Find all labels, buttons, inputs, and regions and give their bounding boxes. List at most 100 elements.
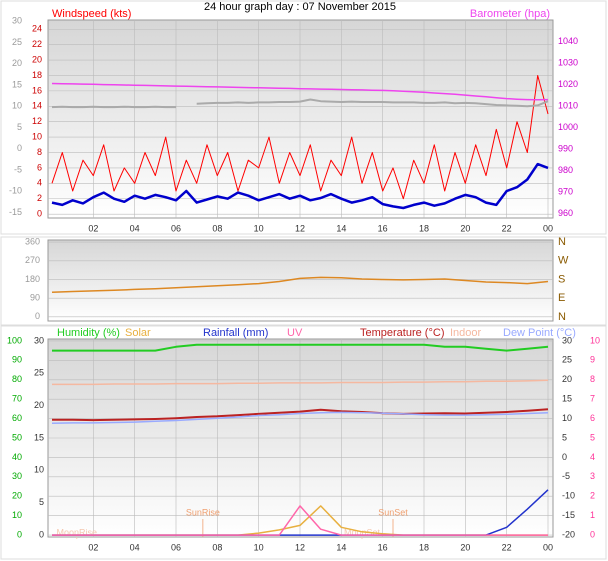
x-tick-label: 06 <box>171 223 181 233</box>
y-tick-label: 100 <box>7 335 22 345</box>
y-tick-label: 18 <box>32 70 42 80</box>
y3-tick-label: 20 <box>12 58 22 68</box>
y2-tick-label: 1040 <box>558 36 578 46</box>
x-tick-label: 08 <box>212 223 222 233</box>
y3-tick-label: 25 <box>12 37 22 47</box>
x-tick-label: 20 <box>460 542 470 552</box>
y2-tick-label: 1000 <box>558 122 578 132</box>
series-line <box>51 411 549 424</box>
y2-tick-label: N <box>558 236 566 248</box>
y2-tick-label: W <box>558 255 569 267</box>
x-tick-label: 04 <box>130 542 140 552</box>
x-tick-label: 16 <box>378 542 388 552</box>
legend-label: Indoor <box>450 327 482 339</box>
y3-tick-label: -10 <box>9 186 22 196</box>
y4-tick-label: 0 <box>590 529 595 539</box>
x-tick-label: 16 <box>378 223 388 233</box>
x-tick-label: 18 <box>419 542 429 552</box>
y2-tick-label: 1030 <box>558 57 578 67</box>
y4-tick-label: 4 <box>590 452 595 462</box>
annotation: SunSet <box>378 507 408 517</box>
x-tick-label: 20 <box>460 223 470 233</box>
y4-tick-label: 6 <box>590 413 595 423</box>
legend-label: Solar <box>125 327 151 339</box>
y2-tick-label: E <box>558 292 565 304</box>
y4-tick-label: 9 <box>590 355 595 365</box>
x-tick-label: 08 <box>212 542 222 552</box>
y-tick-label: 180 <box>25 274 40 284</box>
series-line <box>52 379 549 386</box>
y2-tick-label: 1020 <box>558 79 578 89</box>
y4-tick-label: 5 <box>590 432 595 442</box>
y4-tick-label: 7 <box>590 394 595 404</box>
x-tick-label: 12 <box>295 223 305 233</box>
y3-tick-label: 20 <box>34 400 44 410</box>
y-tick-label: 90 <box>12 355 22 365</box>
x-tick-label: 12 <box>295 542 305 552</box>
y3-tick-label: 5 <box>17 122 22 132</box>
y-tick-label: 40 <box>12 452 22 462</box>
y-tick-label: 6 <box>37 162 42 172</box>
y3-tick-label: 10 <box>12 101 22 111</box>
y2-tick-label: 10 <box>562 413 572 423</box>
x-tick-label: 04 <box>130 223 140 233</box>
y-tick-label: 22 <box>32 39 42 49</box>
legend-label: Rainfall (mm) <box>203 327 268 339</box>
x-tick-label: 14 <box>336 542 346 552</box>
y4-tick-label: 3 <box>590 471 595 481</box>
plot-area <box>47 239 554 322</box>
y2-tick-label: 25 <box>562 355 572 365</box>
x-tick-label: 02 <box>88 223 98 233</box>
y-tick-label: 24 <box>32 24 42 34</box>
panel-frame <box>0 0 607 235</box>
y-tick-label: 0 <box>35 311 40 321</box>
y-tick-label: 2 <box>37 193 42 203</box>
annotation: SunRise <box>186 507 220 517</box>
y-tick-label: 20 <box>12 491 22 501</box>
y2-tick-label: 990 <box>558 144 573 154</box>
panel-frame <box>0 325 607 560</box>
y-tick-label: 270 <box>25 255 40 265</box>
y4-tick-label: 8 <box>590 374 595 384</box>
x-tick-label: 00 <box>543 542 553 552</box>
y2-tick-label: N <box>558 311 566 323</box>
y2-tick-label: 30 <box>562 335 572 345</box>
plot-area <box>47 19 554 219</box>
y-tick-label: 4 <box>37 178 42 188</box>
x-tick-label: 10 <box>254 223 264 233</box>
y3-tick-label: 0 <box>39 529 44 539</box>
x-tick-label: 00 <box>543 223 553 233</box>
y3-tick-label: 0 <box>17 143 22 153</box>
y2-tick-label: -15 <box>562 510 575 520</box>
y4-tick-label: 1 <box>590 510 595 520</box>
y4-tick-label: 2 <box>590 491 595 501</box>
y3-tick-label: 5 <box>39 497 44 507</box>
y3-tick-label: 30 <box>34 335 44 345</box>
chart-title: 24 hour graph day : 07 November 2015 <box>204 1 396 13</box>
y3-tick-label: 15 <box>34 432 44 442</box>
y-tick-label: 10 <box>32 131 42 141</box>
y-tick-label: 30 <box>12 471 22 481</box>
x-tick-label: 02 <box>88 542 98 552</box>
legend-label: Dew Point (°C) <box>503 327 576 339</box>
y2-tick-label: 980 <box>558 165 573 175</box>
y-tick-label: 0 <box>17 529 22 539</box>
y3-tick-label: -5 <box>14 164 22 174</box>
y4-tick-label: 10 <box>590 335 600 345</box>
y2-tick-label: S <box>558 273 565 285</box>
panel-frame <box>0 236 607 326</box>
legend-label: Humidity (%) <box>57 327 120 339</box>
y-tick-label: 14 <box>32 101 42 111</box>
series-line <box>52 505 548 536</box>
y3-tick-label: -15 <box>9 207 22 217</box>
series-line <box>51 162 549 210</box>
series-line <box>52 343 549 352</box>
y-tick-label: 8 <box>37 147 42 157</box>
y2-tick-label: -20 <box>562 529 575 539</box>
series-line <box>51 98 549 109</box>
y-tick-label: 50 <box>12 432 22 442</box>
y-tick-label: 0 <box>37 209 42 219</box>
y-tick-label: 60 <box>12 413 22 423</box>
y3-tick-label: 25 <box>34 368 44 378</box>
y3-tick-label: 15 <box>12 79 22 89</box>
